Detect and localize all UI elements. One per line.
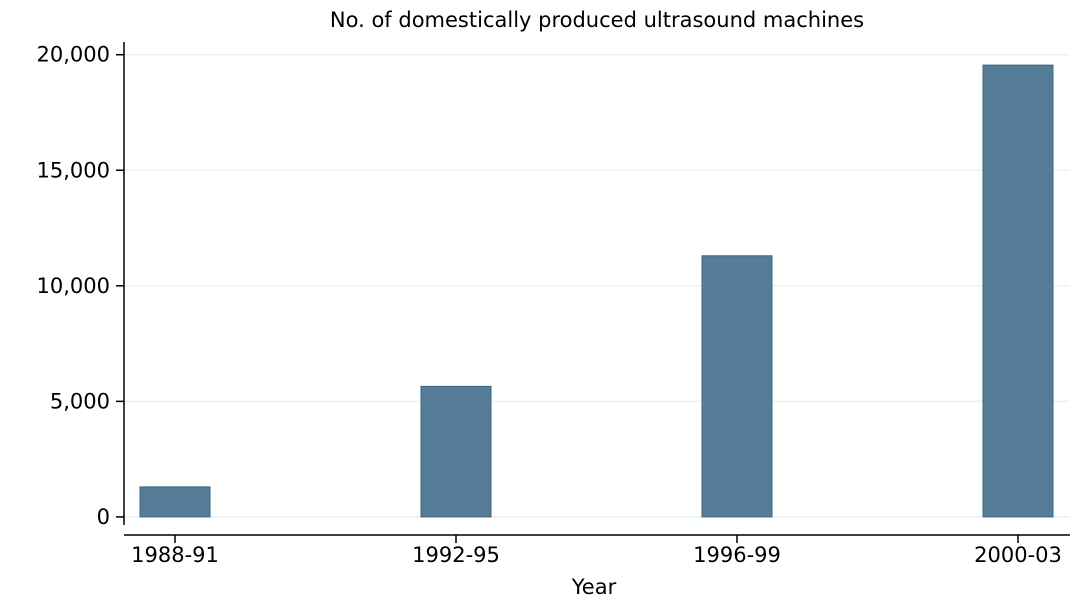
x-tick-label: 2000-03 (974, 543, 1062, 567)
x-tick-label: 1992-95 (412, 543, 500, 567)
y-tick-label: 10,000 (37, 274, 110, 298)
x-axis-title: Year (571, 575, 617, 599)
bar (982, 64, 1054, 518)
chart-title: No. of domestically produced ultrasound … (330, 8, 864, 32)
y-tick-label: 0 (97, 505, 110, 529)
bar (420, 385, 492, 518)
y-tick-label: 20,000 (37, 43, 110, 67)
y-tick-label: 5,000 (50, 389, 110, 413)
y-tick-label: 15,000 (37, 158, 110, 182)
x-tick-label: 1996-99 (693, 543, 781, 567)
x-tick-label: 1988-91 (131, 543, 219, 567)
bar (139, 486, 211, 518)
bar (701, 255, 773, 518)
